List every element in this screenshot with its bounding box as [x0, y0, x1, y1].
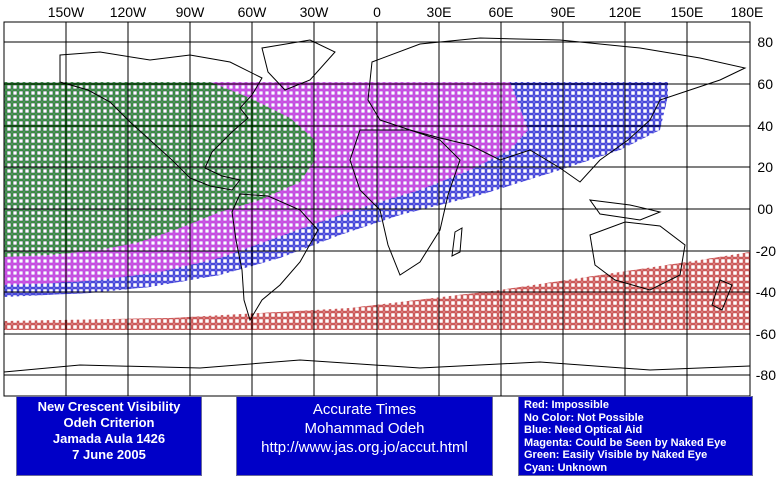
lat-label: -40 — [756, 284, 776, 300]
graticule — [3, 21, 751, 397]
legend-box: Red: Impossible No Color: Not Possible B… — [518, 396, 753, 476]
longitude-labels: 150W 120W 90W 60W 30W 0 30E 60E 90E 120E… — [48, 4, 764, 20]
program-name: Accurate Times — [312, 401, 417, 418]
lat-label: -80 — [756, 367, 776, 383]
lat-label: 60 — [757, 76, 773, 92]
title-line: New Crescent Visibility — [37, 399, 181, 414]
lat-label: -60 — [756, 326, 776, 342]
lon-label: 150E — [671, 4, 704, 20]
lon-label: 60E — [489, 4, 514, 20]
lon-label: 60W — [238, 4, 268, 20]
lat-label: -20 — [756, 243, 776, 259]
lon-label: 180E — [731, 4, 764, 20]
legend-red: Red: Impossible — [524, 399, 609, 411]
lat-label: 80 — [757, 34, 773, 50]
lon-label: 0 — [373, 4, 381, 20]
lon-label: 120W — [110, 4, 147, 20]
lat-label: 00 — [757, 201, 773, 217]
lon-label: 90W — [176, 4, 206, 20]
lon-label: 90E — [551, 4, 576, 20]
credit-box: Accurate Times Mohammad Odeh http://www.… — [236, 396, 493, 476]
hijri-month-line: Jamada Aula 1426 — [52, 431, 166, 446]
lat-label: 40 — [757, 118, 773, 134]
lon-label: 150W — [48, 4, 85, 20]
date-line: 7 June 2005 — [72, 447, 146, 462]
coastlines — [4, 37, 750, 373]
legend-none: No Color: Not Possible — [524, 411, 644, 424]
lon-label: 120E — [609, 4, 642, 20]
lat-label: 20 — [757, 159, 773, 175]
legend-magenta: Magenta: Could be Seen by Naked Eye — [524, 436, 727, 449]
criterion-line: Odeh Criterion — [63, 415, 155, 430]
lon-label: 30E — [427, 4, 452, 20]
latitude-labels: 80 60 40 20 00 -20 -40 -60 -80 — [756, 34, 776, 383]
legend-green: Green: Easily Visible by Naked Eye — [524, 449, 708, 461]
author-name: Mohammad Odeh — [304, 420, 425, 437]
website-link[interactable]: http://www.jas.org.jo/accut.html — [261, 439, 468, 456]
lon-label: 30W — [300, 4, 330, 20]
title-box: New Crescent Visibility Odeh Criterion J… — [16, 396, 202, 476]
legend-cyan: Cyan: Unknown — [524, 461, 608, 474]
legend-blue: Blue: Need Optical Aid — [524, 424, 643, 436]
